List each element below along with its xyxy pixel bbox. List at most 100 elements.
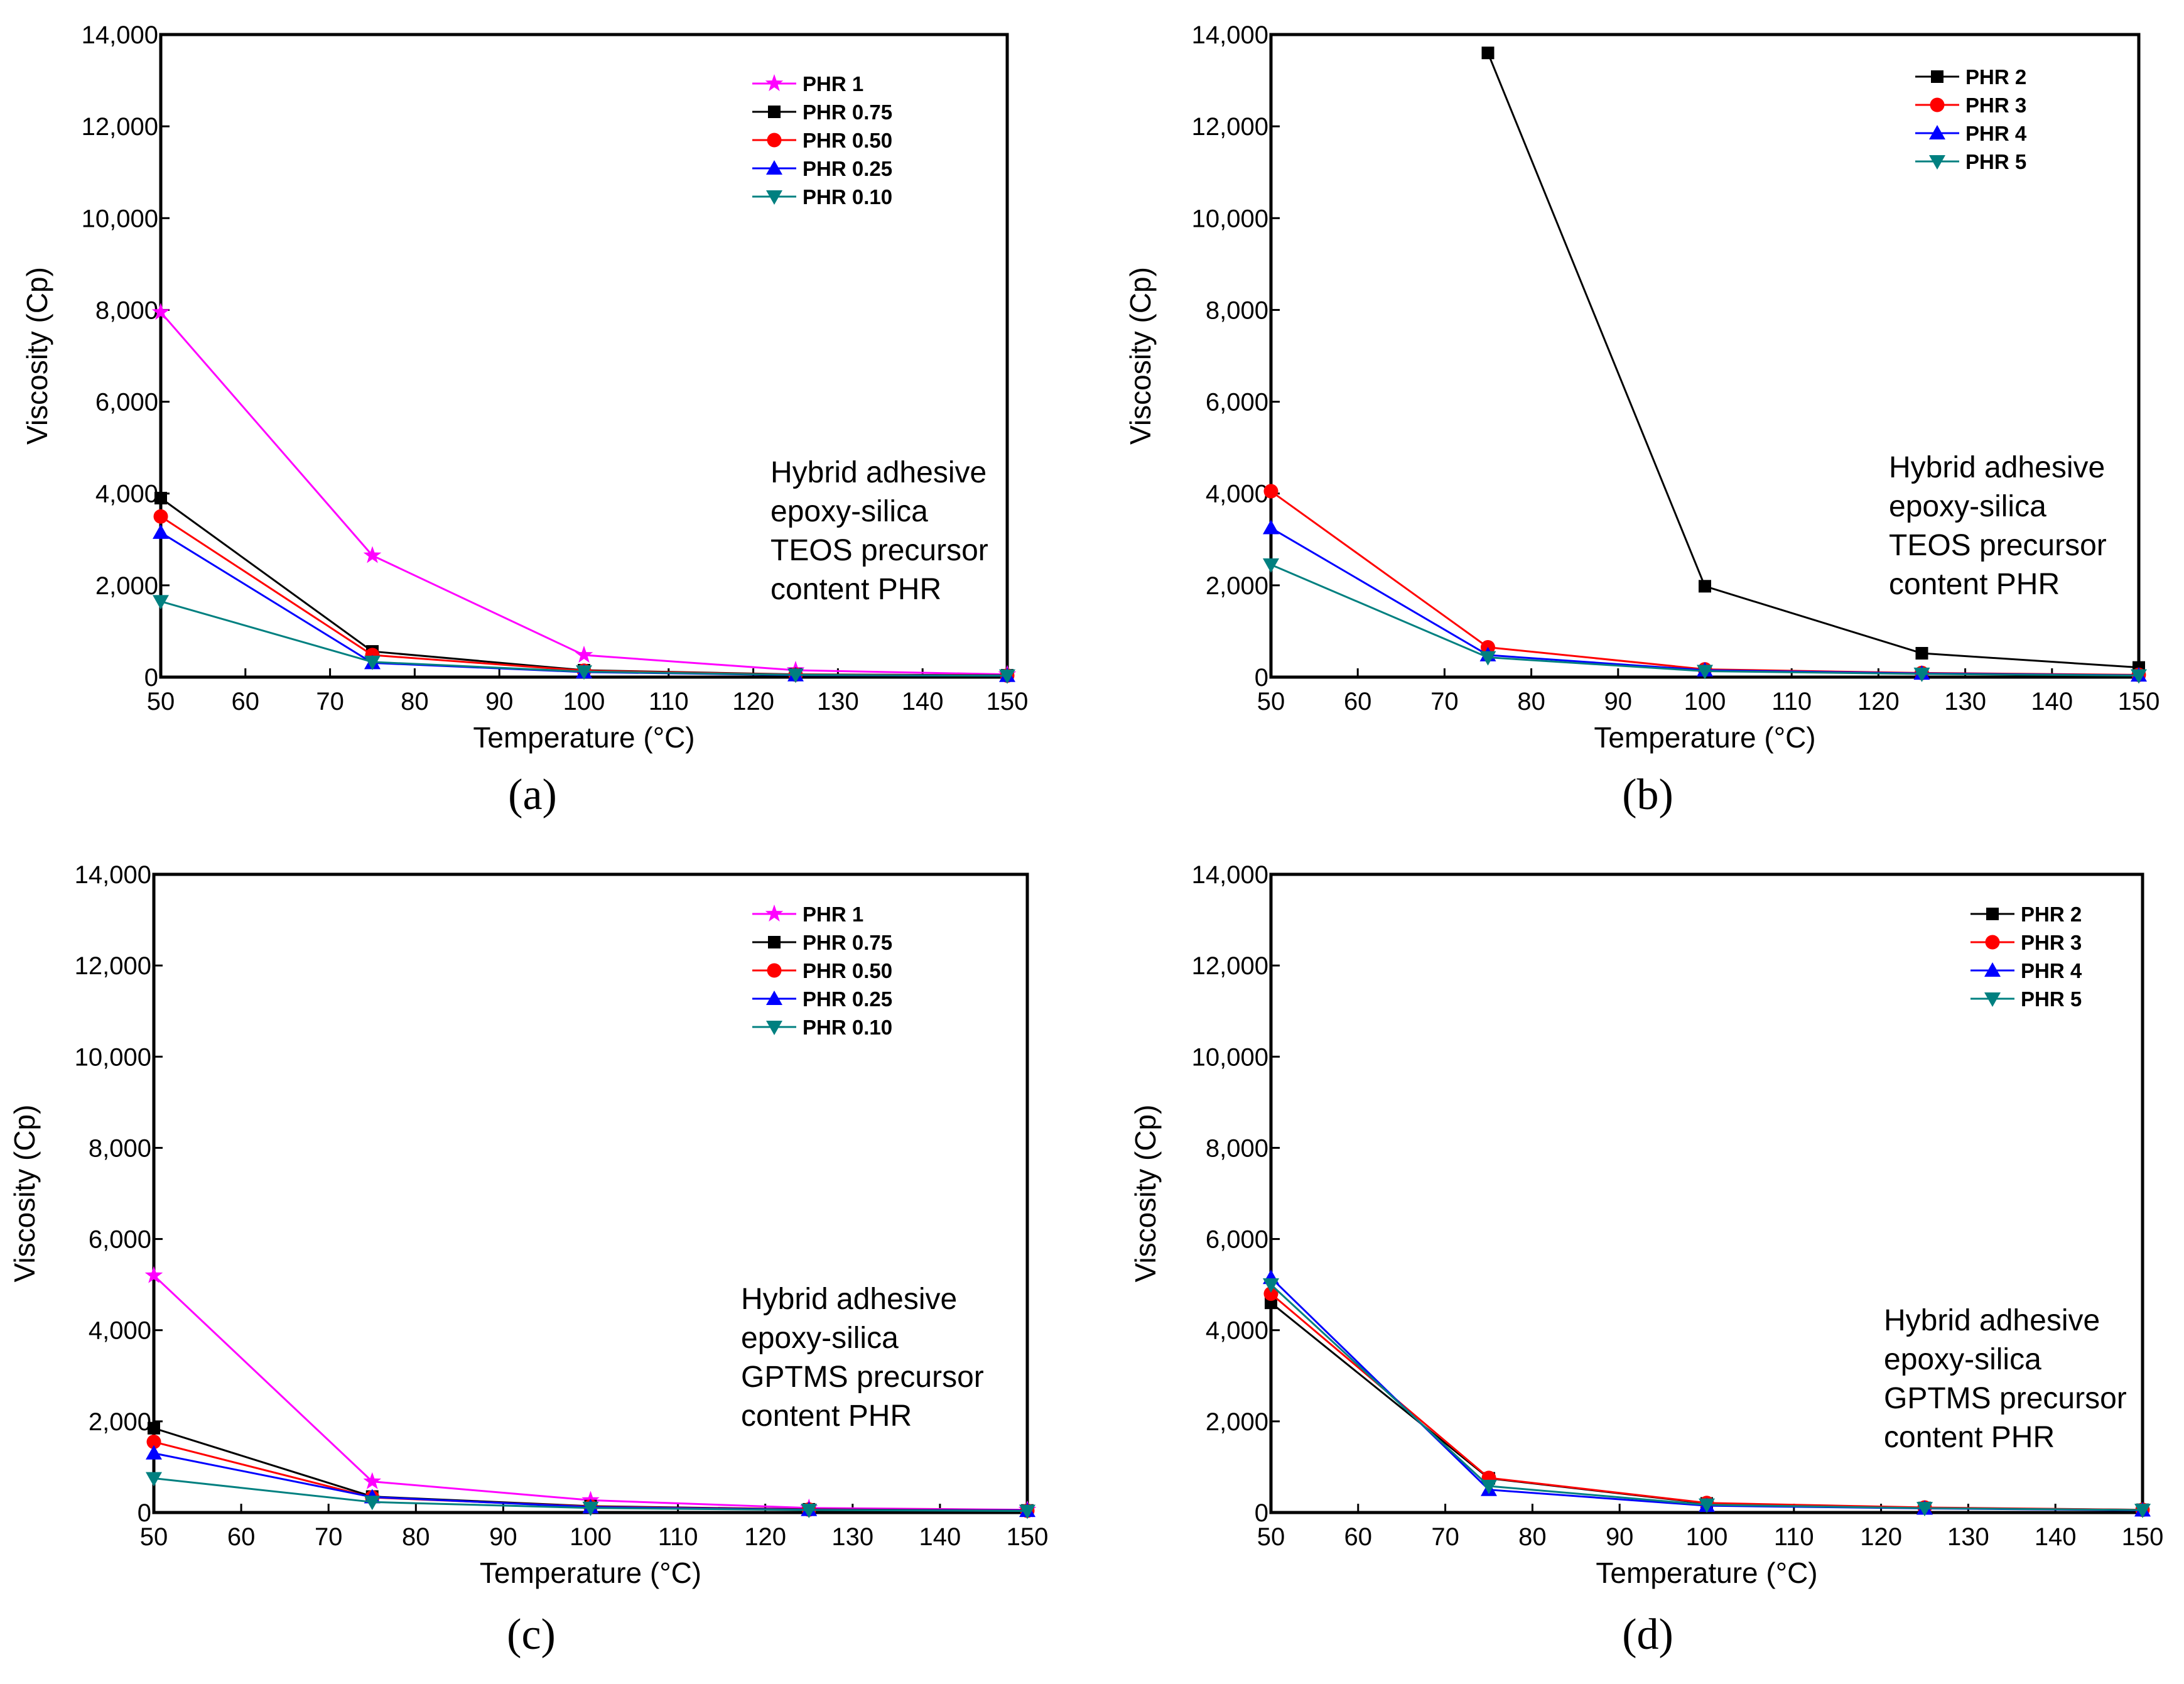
panel-c-x-tick-label: 50 [140,1523,168,1551]
panel-a-data-point [154,492,167,505]
panel-a-data-point [153,509,168,524]
panel-b-x-tick-label: 110 [1771,688,1812,715]
panel-c-x-tick-label: 60 [227,1523,256,1551]
panel-c-x-tick-label: 120 [744,1523,786,1551]
panel-b-annotation-line: TEOS precursor [1889,529,2107,562]
panel-a-x-axis-title: Temperature (°C) [473,721,695,754]
panel-d-annotation-line: Hybrid adhesive [1884,1304,2100,1337]
panel-b-series-phr-2 [1481,46,2145,674]
panel-a-data-point [151,303,170,320]
panel-d-y-tick-label: 2,000 [1206,1408,1268,1436]
panel-c-y-tick-label: 14,000 [75,861,151,889]
panel-c-data-point [801,1504,818,1519]
panel-c-y-tick-label: 12,000 [75,952,151,980]
panel-b-annotation-line: content PHR [1889,568,2060,601]
panel-a-x-tick-label: 110 [649,688,689,715]
panel-c-x-axis-title: Temperature (°C) [480,1556,701,1589]
panel-c-data-point [144,1266,163,1283]
chart-d: 50 60 70 80 90 100 110 120 130 140 150 0 2,000 4,000 6… [1129,861,2163,1659]
panel-a-y-tick-label: 0 [144,664,158,692]
panel-a-legend-label: PHR 0.50 [803,129,892,152]
panel-c-y-tick-label: 0 [138,1499,151,1527]
panel-d-data-point [1481,1479,1497,1494]
panel-b-x-tick-label: 60 [1344,688,1372,715]
panel-a-annotation-line: TEOS precursor [770,534,988,567]
panel-d-legend: PHR 2 PHR 3 PHR 4 PHR 5 [1970,903,2082,1011]
panel-c-x-tick-label: 70 [315,1523,343,1551]
panel-a-legend-marker [767,133,782,148]
panel-d-y-tick-label: 10,000 [1192,1043,1268,1071]
panel-c-data-point [582,1501,599,1516]
panel-d-y-tick-label: 8,000 [1206,1134,1268,1162]
panel-a-legend-label: PHR 0.25 [803,157,892,180]
panel-b-legend-label: PHR 3 [1965,94,2026,117]
panel-a-data-point [575,645,593,663]
panel-c-x-tick-label: 110 [658,1523,698,1551]
panel-c-legend-marker [766,1021,782,1035]
panel-a-legend-marker [768,106,781,118]
panel-a-y-tick-label: 14,000 [82,21,158,49]
panel-b-x-tick-label: 100 [1684,688,1726,715]
panel-b-data-point [1263,558,1279,573]
panel-c-legend-label: PHR 0.50 [803,959,892,982]
panel-d-y-tick-label: 0 [1255,1499,1268,1527]
panel-d-data-point [1263,1286,1279,1301]
panel-b-caption: (b) [1622,771,1673,819]
panel-d-annotation-line: content PHR [1884,1421,2055,1454]
panel-a-annotation-line: Hybrid adhesive [770,456,987,489]
panel-a-annotation-line: content PHR [770,573,941,606]
panel-d-legend-label: PHR 3 [2021,931,2082,954]
panel-b-x-tick-label: 150 [2118,688,2160,715]
panel-a-x-tick-label: 90 [485,688,514,715]
panel-c-legend: PHR 1 PHR 0.75 PHR 0.50 PHR 0.25 PHR 0.10 [752,903,892,1039]
panel-c-legend-label: PHR 0.25 [803,987,892,1011]
panel-a-series-phr-0-10 [153,595,1015,684]
panel-c-series-phr-0-10 [146,1472,1035,1519]
panel-c-annotation-line: GPTMS precursor [741,1361,984,1394]
panel-c-y-tick-label: 4,000 [89,1317,151,1345]
panel-c-y-tick-label: 6,000 [89,1226,151,1254]
panel-b-legend: PHR 2 PHR 3 PHR 4 PHR 5 [1915,65,2027,173]
panel-c-y-tick-label: 8,000 [89,1134,151,1162]
panel-c-legend-marker [765,904,784,922]
panel-c-y-axis-title: Viscosity (Cp) [8,1105,41,1283]
panel-c-x-tick-label: 140 [919,1523,961,1551]
panel-a-series-line [159,312,1008,676]
panel-a-data-point [364,655,381,670]
panel-b-data-point [1699,580,1711,593]
panel-b-series-phr-5 [1263,558,2147,684]
panel-a-legend-marker [766,190,782,205]
panel-c-data-point [363,1472,381,1489]
panel-d-x-tick-label: 100 [1686,1523,1728,1551]
panel-d-x-tick-label: 130 [1947,1523,1989,1551]
panel-b-x-tick-label: 130 [1944,688,1986,715]
panel-d-caption: (d) [1622,1611,1673,1659]
panel-d-legend-marker [1985,935,2000,950]
panel-b-annotation-line: epoxy-silica [1889,490,2046,523]
panel-a-x-tick-label: 100 [563,688,605,715]
panel-d-x-tick-label: 140 [2035,1523,2077,1551]
panel-b-data-point [1697,665,1713,680]
panel-d-x-tick-label: 150 [2122,1523,2164,1551]
panel-b-y-tick-label: 6,000 [1206,389,1268,416]
panel-d-legend-marker [1984,992,2001,1007]
panel-b-data-point [2131,669,2147,684]
panel-a-data-point [576,665,592,680]
panel-d-y-tick-label: 6,000 [1206,1226,1268,1254]
panel-d-y-axis-title: Viscosity (Cp) [1129,1105,1162,1283]
panel-a-y-tick-label: 8,000 [95,296,158,324]
panel-b-annotation-line: Hybrid adhesive [1889,451,2105,484]
panel-c-data-point [364,1496,381,1511]
panel-d-y-tick-label: 4,000 [1206,1317,1268,1345]
panel-b-x-tick-label: 140 [2031,688,2073,715]
panel-d-annotation: Hybrid adhesive epoxy-silica GPTMS precurs… [1884,1304,2127,1454]
panel-d-x-tick-label: 110 [1774,1523,1814,1551]
panel-b-y-tick-label: 10,000 [1192,205,1268,232]
panel-d-x-tick-label: 90 [1606,1523,1634,1551]
panel-c-x-tick-label: 80 [402,1523,430,1551]
panel-a-data-point [363,546,382,563]
panel-c-annotation-line: content PHR [741,1399,912,1433]
panel-a-x-tick-label: 50 [147,688,175,715]
panel-d-x-tick-label: 50 [1257,1523,1285,1551]
